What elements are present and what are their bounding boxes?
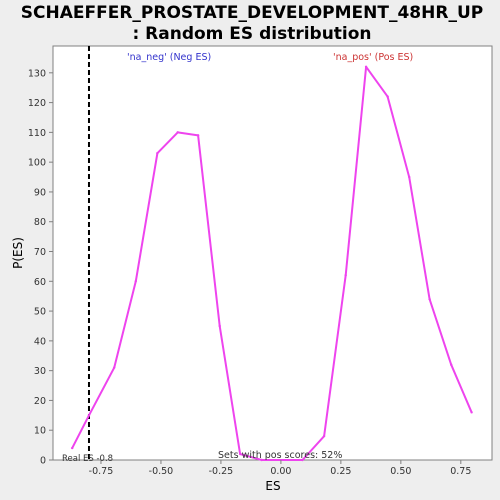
data-point xyxy=(176,131,179,134)
data-point xyxy=(322,434,326,438)
y-tick-label: 80 xyxy=(34,217,46,228)
x-axis: -0.75 -0.50 -0.25 0.00 0.25 0.50 0.75 xyxy=(89,460,471,477)
data-point xyxy=(156,152,159,155)
data-point xyxy=(218,324,221,328)
y-tick-label: 40 xyxy=(34,336,46,347)
y-tick-label: 0 xyxy=(40,456,46,467)
chart-subtitle: : Random ES distribution xyxy=(132,24,371,44)
x-tick-label: 0.25 xyxy=(330,466,351,477)
data-point xyxy=(301,458,304,462)
data-point xyxy=(408,175,411,179)
data-point xyxy=(260,458,263,462)
plot-layer xyxy=(70,46,473,462)
x-tick-label: 0.50 xyxy=(390,466,411,477)
data-point xyxy=(470,411,473,414)
y-tick-label: 90 xyxy=(34,187,46,198)
x-tick-label: 0.00 xyxy=(270,466,291,477)
pos-es-label: 'na_pos' (Pos ES) xyxy=(333,52,413,63)
x-axis-label: ES xyxy=(265,479,280,493)
x-tick-label: -0.75 xyxy=(89,466,114,477)
chart-title: SCHAEFFER_PROSTATE_DEVELOPMENT_48HR_UP xyxy=(21,3,483,23)
y-tick-label: 100 xyxy=(28,158,46,169)
y-tick-label: 120 xyxy=(28,98,46,109)
data-point xyxy=(450,363,453,366)
data-point xyxy=(87,414,91,417)
y-tick-label: 20 xyxy=(34,396,46,407)
y-tick-label: 60 xyxy=(34,277,46,288)
data-point xyxy=(196,134,200,137)
y-tick-label: 70 xyxy=(34,247,46,258)
data-point xyxy=(70,446,74,450)
x-tick-label: -0.50 xyxy=(149,466,174,477)
data-point xyxy=(238,452,242,456)
y-tick-label: 50 xyxy=(34,307,46,318)
data-point xyxy=(112,366,116,369)
plot-area xyxy=(52,45,493,461)
data-point xyxy=(364,65,368,69)
y-tick-label: 10 xyxy=(34,426,46,437)
x-tick-label: -0.25 xyxy=(209,466,234,477)
y-tick-label: 30 xyxy=(34,366,46,377)
x-tick-label: 0.75 xyxy=(450,466,471,477)
sets-pos-scores-label: Sets with pos scores: 52% xyxy=(218,450,342,461)
data-point xyxy=(428,297,431,301)
y-tick-label: 130 xyxy=(28,68,46,79)
data-point xyxy=(134,280,137,283)
real-es-label: Real ES -0.8 xyxy=(62,454,113,464)
y-axis-label: P(ES) xyxy=(11,237,25,269)
y-axis: 0 10 20 30 40 50 60 70 80 90 100 110 120 130 xyxy=(28,68,53,467)
data-point xyxy=(344,274,347,277)
y-tick-label: 110 xyxy=(28,128,46,139)
data-point xyxy=(386,95,389,98)
neg-es-label: 'na_neg' (Neg ES) xyxy=(127,52,211,63)
